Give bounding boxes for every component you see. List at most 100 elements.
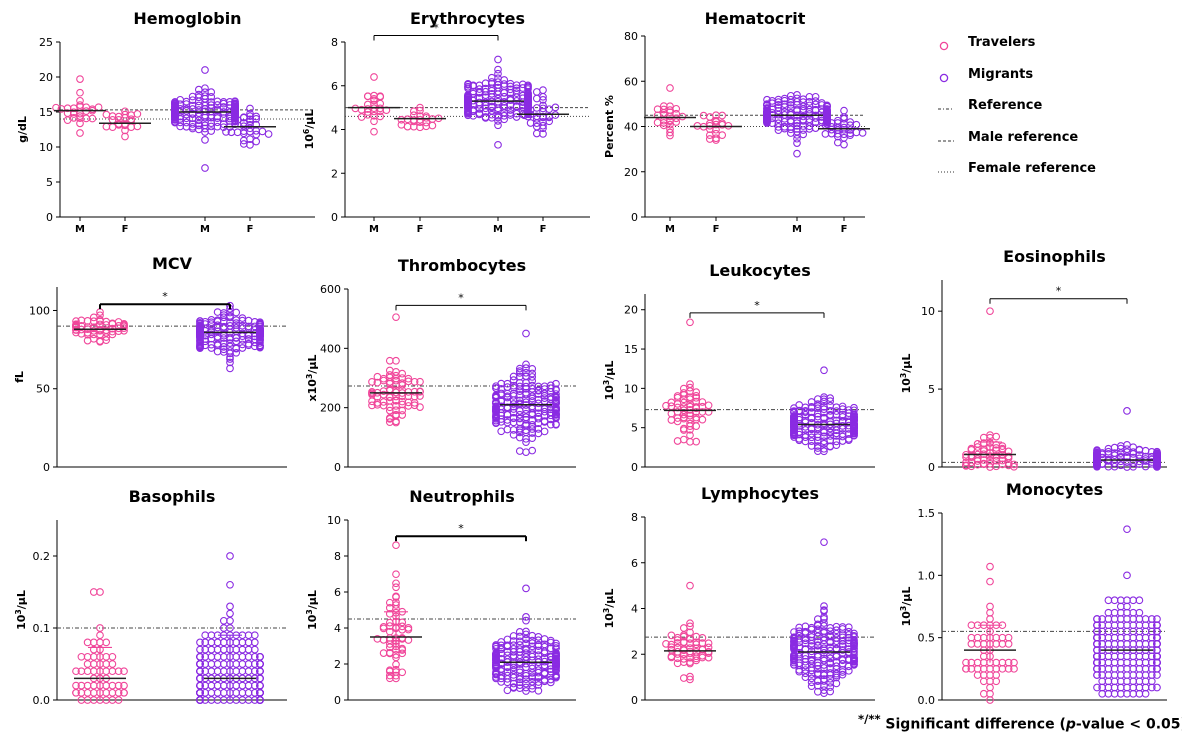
data-point [506, 106, 515, 114]
data-point [698, 398, 707, 406]
data-point [207, 344, 216, 352]
data-point [807, 442, 816, 450]
data-point [373, 378, 382, 387]
data-point [1129, 633, 1138, 642]
data-point [176, 118, 185, 127]
data-point [497, 645, 506, 654]
data-point [1141, 633, 1150, 642]
data-point [219, 313, 228, 322]
data-point [967, 633, 976, 642]
data-point [528, 446, 537, 455]
data-point [672, 114, 681, 123]
data-point [196, 696, 204, 704]
data-point [89, 638, 98, 647]
superscript: 3 [305, 374, 314, 379]
y-tick-label: 0.0 [918, 694, 936, 707]
chart-title: Thrombocytes [398, 256, 526, 275]
data-point [673, 659, 682, 668]
data-point [102, 110, 111, 119]
data-point [540, 418, 549, 426]
data-point [979, 633, 988, 642]
data-point [774, 126, 783, 134]
data-point [120, 326, 128, 335]
y-tick-label: 0 [331, 211, 338, 224]
data-point [1123, 658, 1131, 667]
significance-mark: * [162, 290, 168, 303]
data-point [376, 112, 385, 121]
x-tick-label: M [200, 224, 210, 235]
data-point [1153, 683, 1161, 692]
data-point [692, 388, 701, 396]
data-point [108, 330, 117, 339]
data-point [96, 337, 104, 346]
data-point [698, 634, 707, 642]
data-point [398, 406, 407, 415]
data-point [351, 104, 360, 113]
unit: /µL [900, 587, 913, 606]
data-point [385, 618, 394, 627]
data-point [213, 688, 222, 697]
data-point [373, 634, 382, 643]
data-point [102, 122, 111, 131]
axis-label: Percent % [603, 95, 616, 158]
data-point [108, 123, 117, 131]
x-tick-label: F [713, 224, 720, 235]
data-point [1123, 689, 1131, 698]
data-point [515, 368, 524, 377]
data-point [820, 607, 828, 616]
chart-title: Neutrophils [409, 487, 515, 506]
y-tick-label: 5 [46, 176, 53, 189]
data-point [102, 667, 111, 676]
data-point [1116, 671, 1125, 679]
data-point [673, 407, 682, 416]
footnote-marks: */** [858, 712, 881, 726]
data-point [1104, 689, 1113, 698]
data-point [201, 652, 210, 661]
data-point [201, 638, 210, 647]
data-point [1093, 462, 1101, 471]
data-point [88, 114, 97, 123]
y-tick-label: 5 [631, 422, 638, 435]
data-point [1116, 621, 1125, 630]
y-tick-label: 50 [36, 383, 50, 396]
data-point [1110, 664, 1119, 673]
y-tick-label: 20 [624, 304, 638, 317]
data-point [398, 618, 407, 627]
data-point [494, 65, 502, 74]
data-point [1104, 640, 1113, 648]
panel-thrombocytes: Thrombocytes 0 200 400 600 x103/µL * [305, 256, 576, 474]
data-point [1123, 633, 1131, 642]
data-point [238, 688, 247, 697]
data-point [201, 645, 210, 654]
axis-label: fL [13, 371, 26, 383]
data-point [820, 366, 828, 375]
y-tick-label: 15 [624, 343, 638, 356]
data-point [244, 638, 253, 647]
data-point [1104, 457, 1113, 465]
data-point [704, 401, 713, 410]
data-point [416, 103, 424, 112]
data-point [1123, 677, 1131, 686]
data-point [108, 667, 117, 676]
data-point [1135, 621, 1144, 630]
data-point [171, 117, 179, 126]
data-point [252, 112, 261, 121]
data-point [986, 602, 994, 611]
data-point [250, 342, 259, 351]
data-point [226, 616, 234, 625]
data-point [662, 639, 670, 648]
data-point [1141, 640, 1150, 648]
data-point [250, 660, 259, 668]
data-point [250, 638, 259, 647]
data-point [238, 638, 247, 647]
data-point [89, 588, 98, 596]
y-tick-label: 0.1 [33, 622, 51, 635]
data-point [807, 642, 816, 650]
data-point [672, 104, 681, 113]
data-point [763, 95, 771, 104]
data-point [528, 434, 537, 442]
data-point [793, 131, 801, 139]
data-point [250, 696, 259, 704]
data-point [1010, 664, 1018, 673]
data-point [1123, 407, 1131, 415]
